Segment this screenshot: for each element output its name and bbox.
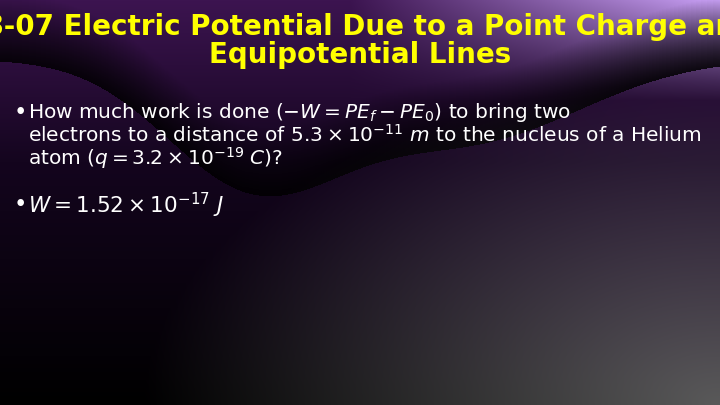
Text: 08-07 Electric Potential Due to a Point Charge and: 08-07 Electric Potential Due to a Point … — [0, 13, 720, 41]
Text: $W = 1.52 \times 10^{-17}$ $J$: $W = 1.52 \times 10^{-17}$ $J$ — [28, 190, 225, 220]
Text: Equipotential Lines: Equipotential Lines — [209, 41, 511, 69]
Text: atom ($q = 3.2 \times 10^{-19}$ $C$)?: atom ($q = 3.2 \times 10^{-19}$ $C$)? — [28, 145, 283, 171]
Text: •: • — [14, 100, 27, 124]
Text: How much work is done ($-W = PE_f - PE_0$) to bring two: How much work is done ($-W = PE_f - PE_0… — [28, 100, 571, 124]
Text: electrons to a distance of $5.3 \times 10^{-11}$ $m$ to the nucleus of a Helium: electrons to a distance of $5.3 \times 1… — [28, 124, 702, 146]
Text: •: • — [14, 194, 27, 217]
